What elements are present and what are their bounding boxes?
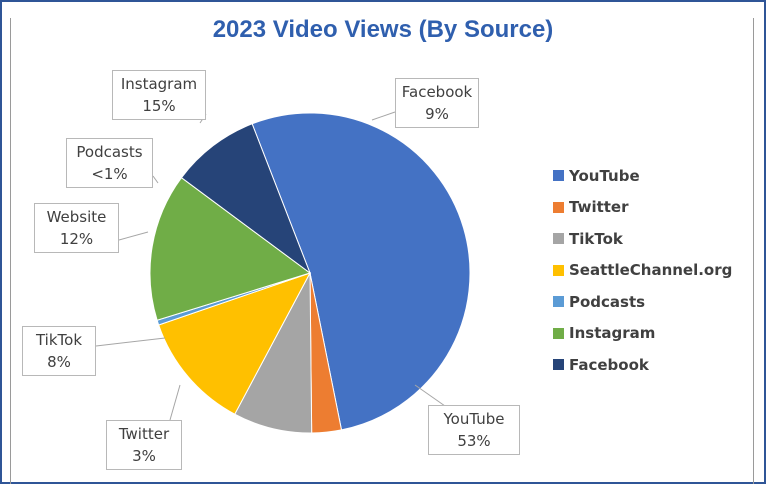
data-label-value: 12% (59, 230, 94, 248)
data-label-name: Website (46, 208, 107, 226)
data-label-value: 3% (132, 447, 156, 465)
chart-title: 2023 Video Views (By Source) (212, 16, 554, 43)
pie-slice-facebook (180, 123, 312, 275)
leader-line (371, 111, 396, 121)
legend-label: SeattleChannel.org (569, 261, 733, 280)
legend: YouTube Twitter TikTok SeattleChannel.or… (553, 160, 732, 381)
data-label-value: 15% (142, 97, 176, 115)
pie-slice-youtube (251, 112, 471, 431)
legend-item-instagram: Instagram (553, 318, 732, 350)
data-label-name: TikTok (35, 331, 83, 349)
legend-item-podcasts: Podcasts (553, 286, 732, 318)
data-label-twitter: Twitter 3% (106, 420, 182, 470)
legend-swatch (553, 233, 564, 245)
data-label-youtube: YouTube 53% (428, 405, 520, 455)
leader-line (95, 337, 166, 347)
data-label-value: 53% (457, 432, 491, 450)
leader-line (152, 175, 159, 184)
legend-swatch (553, 264, 564, 276)
legend-item-facebook: Facebook (553, 349, 732, 381)
legend-label: YouTube (569, 166, 640, 185)
legend-swatch (553, 296, 564, 308)
pie-slice-instagram (149, 176, 312, 321)
data-label-instagram: Instagram 15% (112, 70, 206, 120)
data-label-name: Twitter (118, 425, 170, 443)
data-label-name: Facebook (401, 83, 473, 101)
legend-label: TikTok (569, 229, 623, 248)
data-label-website: Website 12% (34, 203, 119, 253)
pie-slice-website (158, 272, 312, 415)
chart-area (10, 18, 754, 484)
data-label-name: Podcasts (76, 143, 143, 161)
data-label-tiktok: TikTok 8% (22, 326, 96, 376)
legend-swatch (553, 359, 564, 371)
legend-item-seattlechannel: SeattleChannel.org (553, 255, 732, 287)
legend-swatch (553, 170, 564, 182)
data-label-name: Instagram (120, 75, 198, 93)
legend-item-tiktok: TikTok (553, 223, 732, 255)
legend-item-youtube: YouTube (553, 160, 732, 192)
leader-line (118, 231, 149, 241)
legend-swatch (553, 201, 564, 213)
data-label-facebook: Facebook 9% (395, 78, 479, 128)
data-label-value: 8% (47, 353, 71, 371)
leader-line (414, 384, 446, 407)
legend-item-twitter: Twitter (553, 192, 732, 224)
data-label-value: <1% (91, 165, 128, 183)
legend-label: Instagram (569, 324, 656, 343)
data-label-value: 9% (425, 105, 449, 123)
data-label-name: YouTube (443, 410, 505, 428)
legend-label: Twitter (569, 198, 629, 217)
legend-label: Podcasts (569, 292, 646, 311)
leader-line (169, 384, 181, 421)
data-label-podcasts: Podcasts <1% (66, 138, 153, 188)
legend-label: Facebook (569, 355, 649, 374)
legend-swatch (553, 327, 564, 339)
